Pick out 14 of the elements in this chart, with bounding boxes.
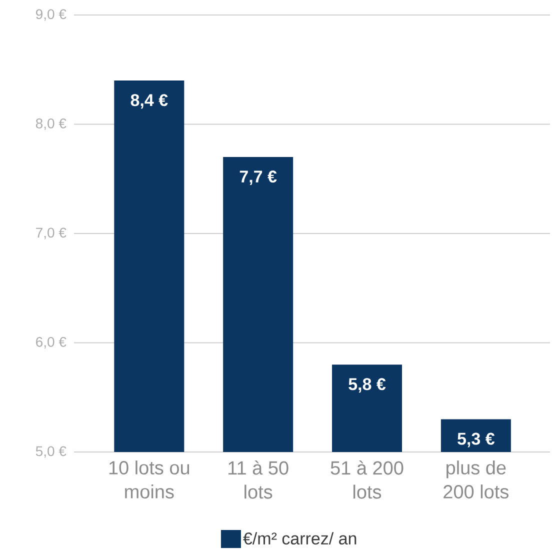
data-label: 8,4 € xyxy=(130,94,168,109)
legend-label: €/m² carrez/ an xyxy=(243,532,356,545)
data-label: 5,8 € xyxy=(348,378,386,393)
x-tick-label: 10 lots ou moins xyxy=(109,460,190,498)
x-tick-label: plus de 200 lots xyxy=(444,460,508,498)
y-tick-label: 8,0 € xyxy=(36,118,66,130)
y-tick-label: 5,0 € xyxy=(36,446,66,458)
data-label: 7,7 € xyxy=(240,170,277,186)
data-label: 5,3 € xyxy=(458,432,495,448)
x-tick-label: 11 à 50 lots xyxy=(228,460,288,499)
y-tick-label: 6,0 € xyxy=(36,336,66,349)
x-tick-label: 51 à 200 lots xyxy=(330,460,404,499)
y-tick-label: 9,0 € xyxy=(36,9,66,21)
y-tick-label: 7,0 € xyxy=(36,228,66,240)
